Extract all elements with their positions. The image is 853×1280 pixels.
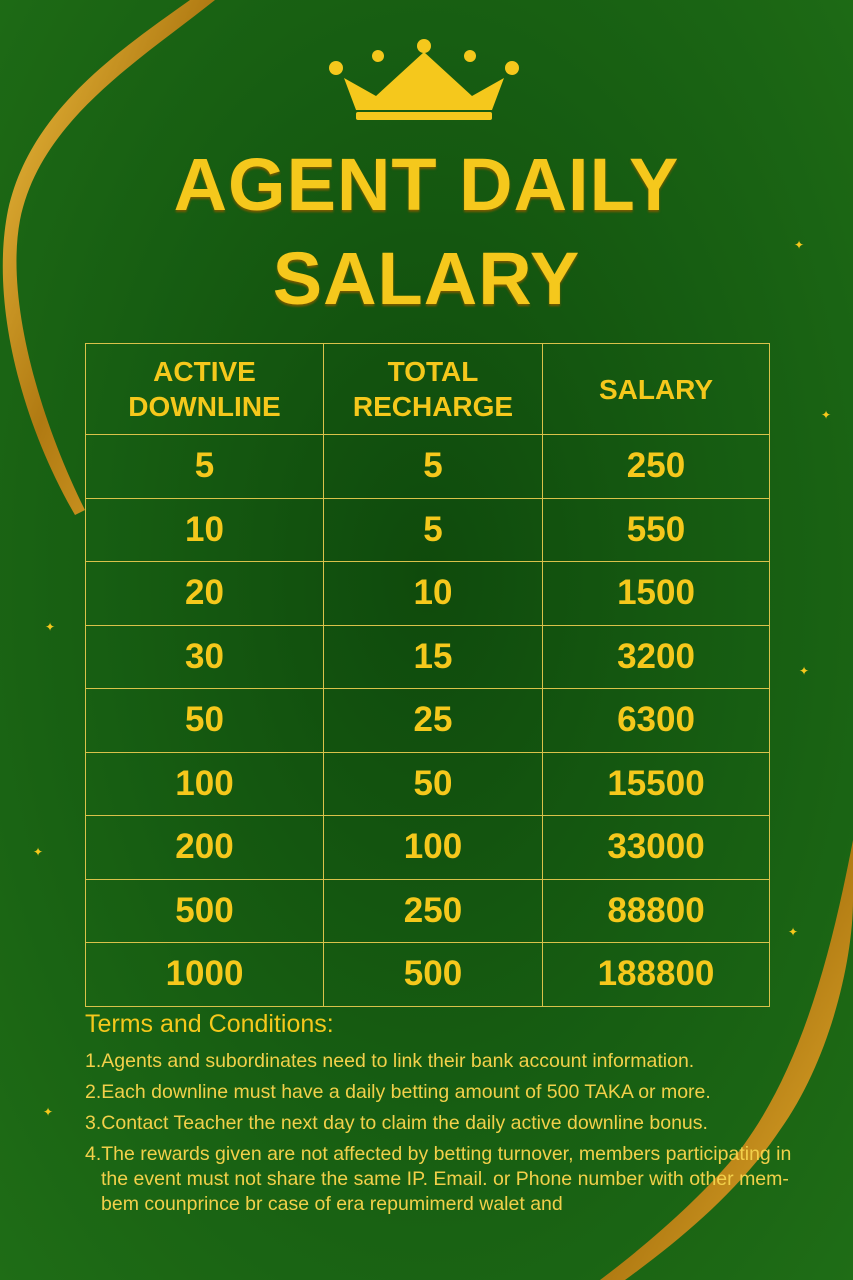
cell-active-downline: 30 — [85, 624, 324, 689]
cell-salary: 15500 — [542, 751, 770, 816]
cell-salary: 3200 — [542, 624, 770, 689]
header-text: RECHARGE — [352, 391, 514, 422]
header-text: DOWNLINE — [128, 391, 281, 422]
header-total-recharge: TOTAL RECHARGE — [323, 343, 543, 435]
cell-salary: 88800 — [542, 878, 770, 943]
table-row: 100 50 15500 — [85, 751, 770, 816]
table-row: 50 25 6300 — [85, 688, 770, 753]
cell-active-downline: 200 — [85, 815, 324, 880]
table-row: 1000 500 188800 — [85, 942, 770, 1007]
cell-total-recharge: 500 — [323, 942, 543, 1007]
terms-item: 1.Agents and subordinates need to link t… — [85, 1050, 695, 1072]
cell-salary: 188800 — [542, 942, 770, 1007]
cell-salary: 6300 — [542, 688, 770, 753]
table-row: 10 5 550 — [85, 497, 770, 562]
terms-section: Terms and Conditions: 1.Agents and subor… — [85, 1010, 805, 1223]
cell-active-downline: 10 — [85, 497, 324, 562]
header-salary: SALARY — [542, 343, 770, 435]
cell-active-downline: 5 — [85, 434, 324, 499]
table-row: 20 10 1500 — [85, 561, 770, 626]
table-row: 200 100 33000 — [85, 815, 770, 880]
cell-salary: 33000 — [542, 815, 770, 880]
cell-active-downline: 1000 — [85, 942, 324, 1007]
table-row: 5 5 250 — [85, 434, 770, 499]
sparkle-icon: ✦ — [788, 925, 799, 939]
cell-total-recharge: 100 — [323, 815, 543, 880]
table-header-row: ACTIVE DOWNLINE TOTAL RECHARGE SALARY — [85, 343, 770, 435]
cell-salary: 1500 — [542, 561, 770, 626]
terms-heading: Terms and Conditions: — [85, 1010, 334, 1038]
crown-icon — [329, 39, 519, 120]
sparkle-icon: ✦ — [799, 664, 810, 678]
cell-active-downline: 50 — [85, 688, 324, 753]
cell-total-recharge: 10 — [323, 561, 543, 626]
cell-active-downline: 100 — [85, 751, 324, 816]
sparkle-icon: ✦ — [45, 620, 56, 634]
cell-total-recharge: 25 — [323, 688, 543, 753]
cell-active-downline: 20 — [85, 561, 324, 626]
cell-salary: 250 — [542, 434, 770, 499]
page-title-line-2: SALARY — [272, 237, 581, 320]
terms-item: 4.The rewards given are not affected by … — [85, 1143, 792, 1215]
cell-salary: 550 — [542, 497, 770, 562]
cell-total-recharge: 5 — [323, 497, 543, 562]
sparkle-icon: ✦ — [43, 1105, 54, 1119]
cell-total-recharge: 50 — [323, 751, 543, 816]
header-text: SALARY — [598, 373, 714, 405]
cell-active-downline: 500 — [85, 878, 324, 943]
table-row: 500 250 88800 — [85, 878, 770, 943]
cell-total-recharge: 250 — [323, 878, 543, 943]
page-title-line-1: AGENT DAILY — [173, 143, 680, 226]
header-text: TOTAL — [387, 356, 479, 387]
cell-total-recharge: 15 — [323, 624, 543, 689]
sparkle-icon: ✦ — [794, 238, 805, 252]
terms-item: 3.Contact Teacher the next day to claim … — [85, 1112, 708, 1134]
sparkle-icon: ✦ — [33, 845, 44, 859]
header-active-downline: ACTIVE DOWNLINE — [85, 343, 324, 435]
terms-item: 2.Each downline must have a daily bettin… — [85, 1081, 711, 1103]
sparkle-icon: ✦ — [821, 408, 832, 422]
header-text: ACTIVE — [153, 356, 256, 387]
salary-table: ACTIVE DOWNLINE TOTAL RECHARGE SALARY 5 5 25… — [85, 343, 770, 1007]
table-row: 30 15 3200 — [85, 624, 770, 689]
cell-total-recharge: 5 — [323, 434, 543, 499]
